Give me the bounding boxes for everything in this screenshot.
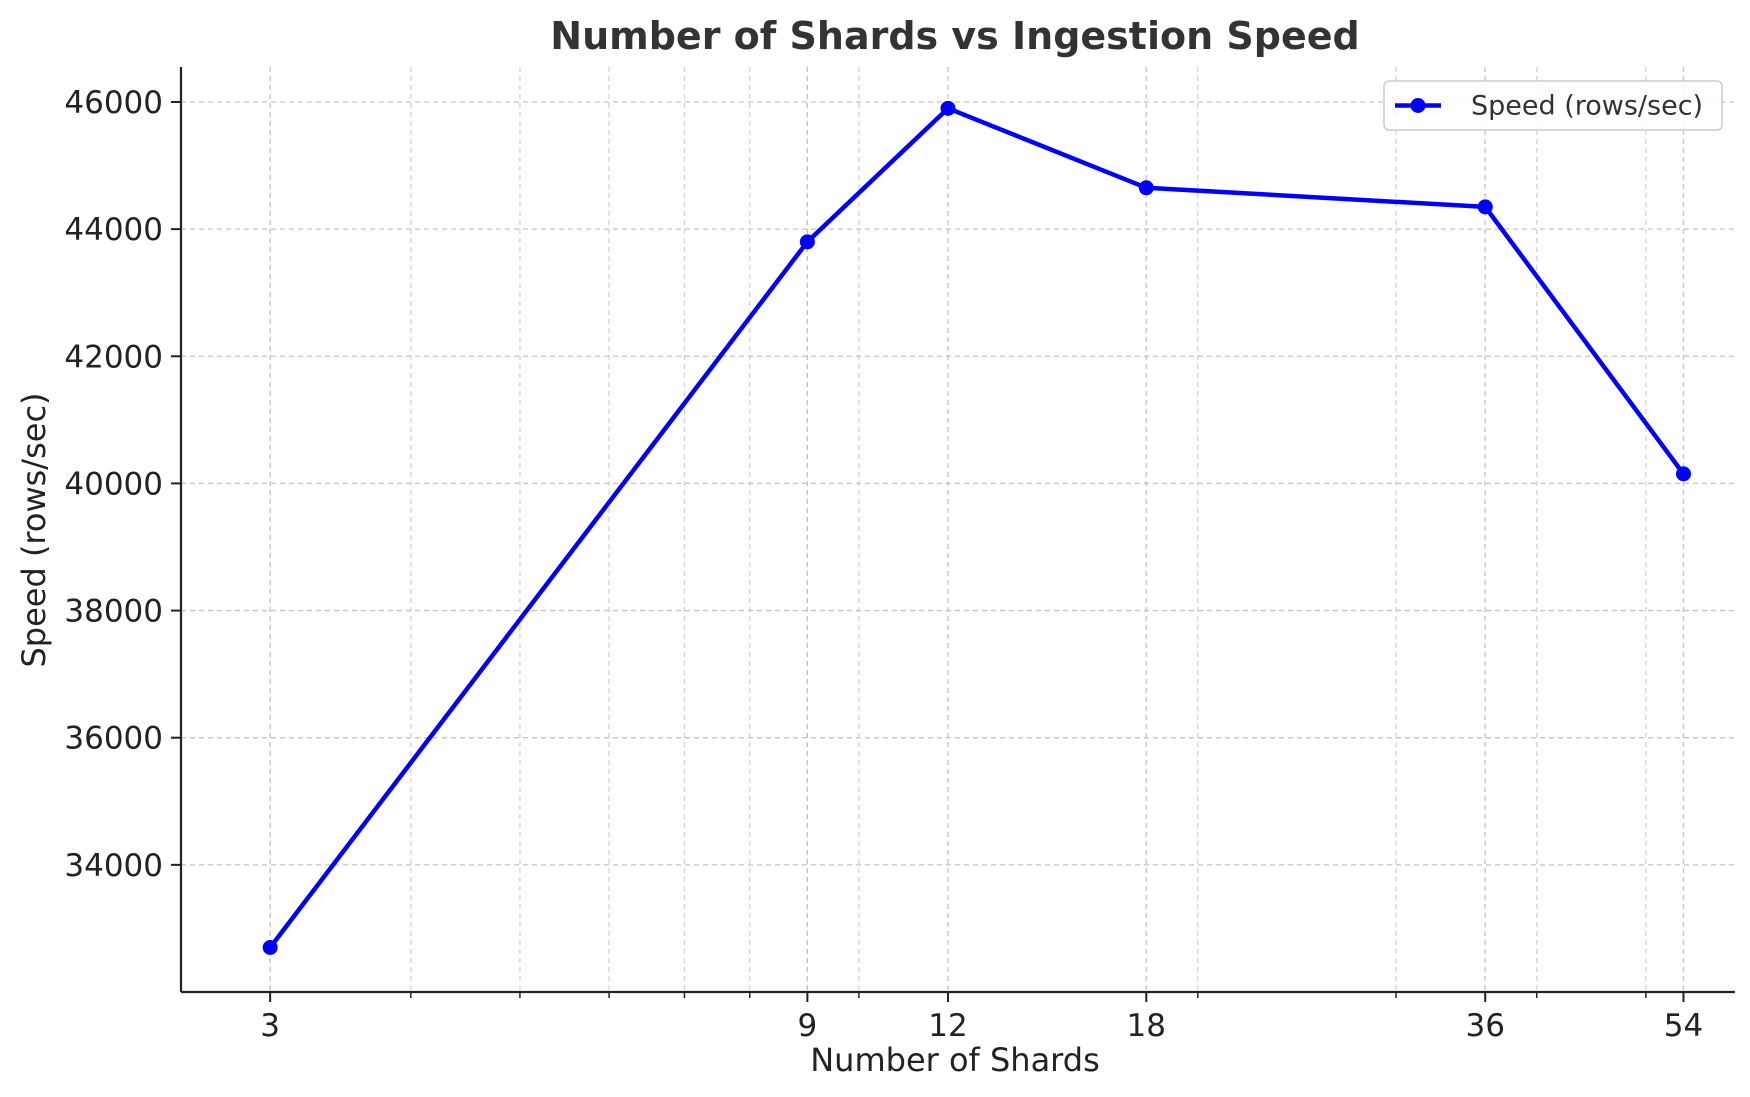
x-tick-label: 36: [1465, 1008, 1504, 1044]
x-tick-label: 18: [1127, 1008, 1166, 1044]
data-point: [262, 939, 278, 955]
x-tick-label: 12: [928, 1008, 967, 1044]
y-tick-label: 34000: [64, 848, 163, 884]
series-layer: [262, 100, 1691, 955]
legend-box: [1383, 80, 1723, 131]
legend-label: Speed (rows/sec): [1471, 91, 1703, 122]
data-point: [1138, 180, 1154, 196]
grid: [181, 67, 1735, 992]
data-point: [799, 234, 815, 250]
x-tick-label: 54: [1664, 1008, 1703, 1044]
data-point: [940, 100, 956, 116]
chart-title: Number of Shards vs Ingestion Speed: [550, 14, 1359, 58]
y-tick-label: 40000: [64, 466, 163, 502]
legend-marker: [1410, 98, 1426, 113]
legend: Speed (rows/sec): [1383, 80, 1723, 131]
x-axis-label: Number of Shards: [810, 1041, 1100, 1079]
y-tick-label: 36000: [64, 721, 163, 757]
y-tick-label: 38000: [64, 594, 163, 630]
series-line: [267, 106, 1686, 950]
axes: [179, 67, 1735, 994]
y-axis-label: Speed (rows/sec): [15, 392, 53, 667]
data-point: [1675, 466, 1691, 482]
y-tick-label: 44000: [64, 212, 163, 248]
data-point: [1477, 199, 1493, 215]
ticks: 3 9 12 18 36 54 34000 36000 38000 40000 42000 44000…: [64, 85, 1703, 1044]
x-tick-label: 3: [260, 1008, 280, 1044]
y-tick-label: 42000: [64, 339, 163, 375]
y-tick-label: 46000: [64, 85, 163, 121]
x-tick-label: 9: [797, 1008, 817, 1044]
